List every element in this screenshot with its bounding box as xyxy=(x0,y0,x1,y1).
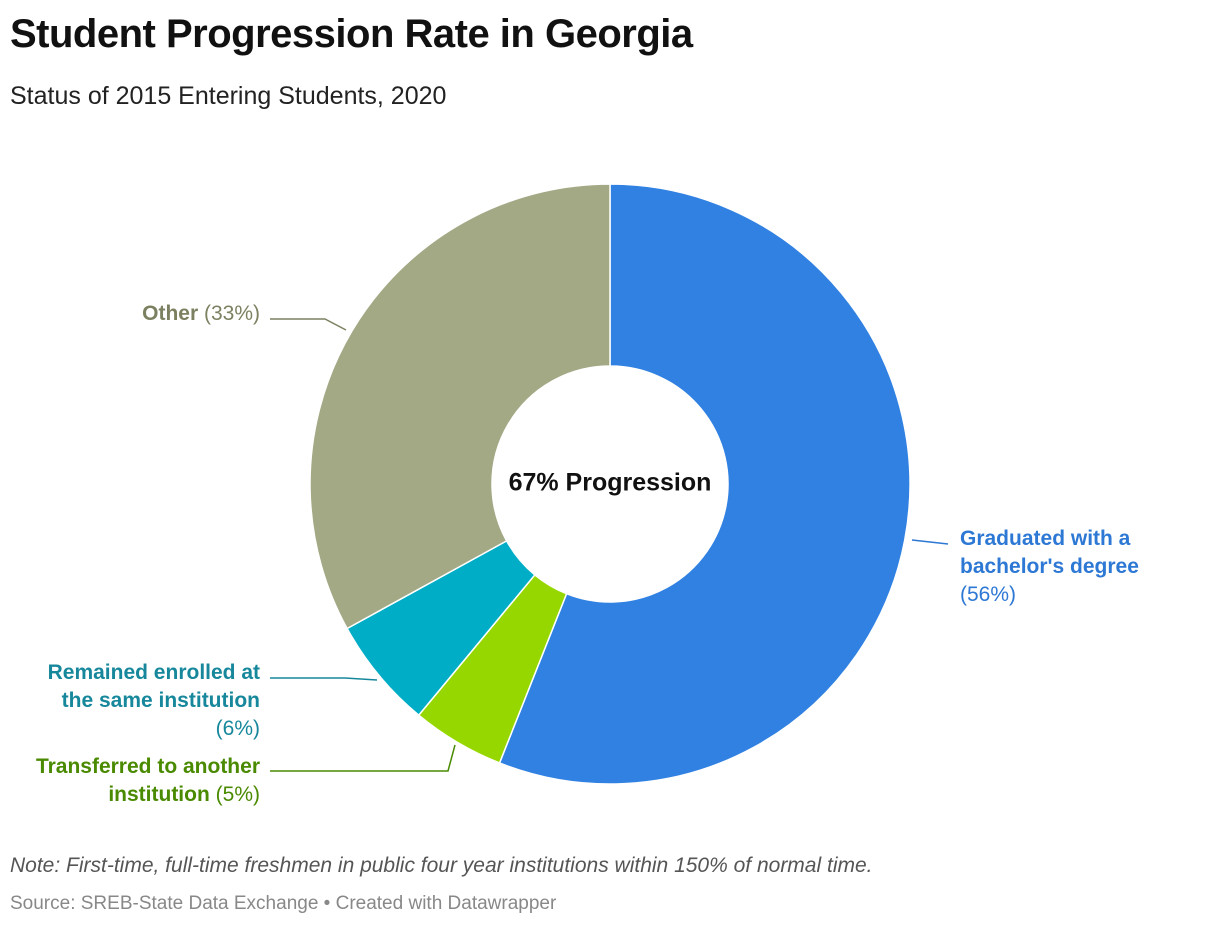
slice-label: Graduated with a bachelor's degree (56%) xyxy=(960,527,1139,606)
chart-title: Student Progression Rate in Georgia xyxy=(10,12,693,56)
slice-label: Transferred to another institution (5%) xyxy=(36,755,260,806)
center-label: 67% Progression xyxy=(509,469,712,497)
chart-subtitle: Status of 2015 Entering Students, 2020 xyxy=(10,82,447,110)
leader-line xyxy=(270,744,456,772)
leader-line xyxy=(270,677,378,681)
slice-label: Remained enrolled at the same institution… xyxy=(48,661,260,740)
leader-line xyxy=(911,539,949,545)
donut-chart: Graduated with a bachelor's degree (56%) Tr… xyxy=(36,183,1139,806)
leader-line xyxy=(270,318,347,331)
donut-slice xyxy=(309,183,611,630)
chart-note: Note: First-time, full-time freshmen in … xyxy=(10,854,873,877)
chart-source: Source: SREB-State Data Exchange • Creat… xyxy=(10,893,557,914)
donut-slice xyxy=(498,183,911,785)
slice-label: Other (33%) xyxy=(142,302,260,325)
